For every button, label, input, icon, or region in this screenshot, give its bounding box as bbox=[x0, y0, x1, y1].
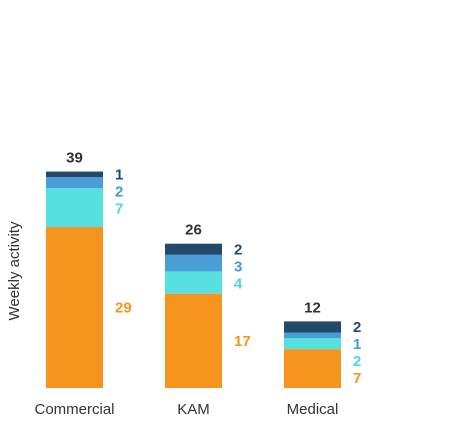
bar-segment bbox=[165, 243, 222, 255]
segment-value-label: 1 bbox=[353, 336, 361, 353]
segment-value-label: 2 bbox=[234, 241, 242, 258]
segment-value-label: 2 bbox=[353, 353, 361, 370]
bar-segment bbox=[46, 188, 103, 228]
bar-total-label: 39 bbox=[66, 150, 83, 167]
bar-segment bbox=[165, 271, 222, 294]
segment-value-label: 1 bbox=[115, 166, 123, 183]
segment-value-label: 7 bbox=[115, 200, 123, 217]
segment-value-label: 4 bbox=[234, 275, 243, 292]
bar-segment bbox=[46, 177, 103, 189]
bar-segment bbox=[284, 349, 341, 388]
category-label: Medical bbox=[287, 401, 339, 418]
bar-segment bbox=[284, 321, 341, 333]
category-label: Commercial bbox=[34, 401, 114, 418]
segment-value-label: 2 bbox=[353, 319, 361, 336]
segment-value-label: 3 bbox=[234, 258, 242, 275]
bar-segment bbox=[284, 332, 341, 339]
bar-segment bbox=[165, 254, 222, 272]
category-label: KAM bbox=[177, 401, 210, 418]
bar-segment bbox=[46, 227, 103, 388]
segment-value-label: 29 bbox=[115, 300, 132, 317]
segment-value-label: 2 bbox=[115, 183, 123, 200]
segment-value-label: 17 bbox=[234, 333, 251, 350]
bar-total-label: 12 bbox=[304, 299, 321, 316]
bar-segment bbox=[284, 338, 341, 350]
bar-segment bbox=[46, 171, 103, 178]
y-axis-label: Weekly activity bbox=[6, 221, 23, 320]
segment-value-label: 7 bbox=[353, 370, 361, 387]
bar-segment bbox=[165, 293, 222, 388]
bar-total-label: 26 bbox=[185, 222, 202, 239]
